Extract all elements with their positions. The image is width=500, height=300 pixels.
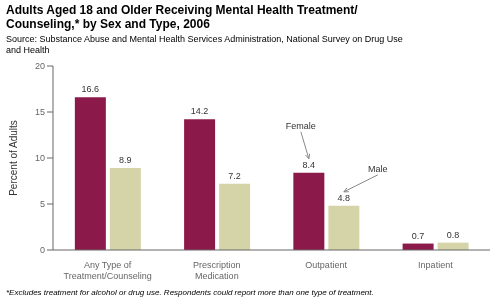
svg-text:0.7: 0.7 bbox=[412, 231, 425, 241]
svg-text:Any Type ofTreatment/Counselin: Any Type ofTreatment/Counseling bbox=[64, 260, 152, 281]
svg-text:Male: Male bbox=[368, 164, 388, 174]
svg-text:16.6: 16.6 bbox=[82, 84, 100, 94]
svg-text:7.2: 7.2 bbox=[228, 171, 241, 181]
svg-text:5: 5 bbox=[40, 199, 45, 209]
svg-text:0: 0 bbox=[40, 245, 45, 255]
html-text:Counseling,* by Sex and Type,: Counseling,* by Sex and Type, 2006 bbox=[6, 17, 210, 31]
svg-text:20: 20 bbox=[35, 61, 45, 71]
svg-text:15: 15 bbox=[35, 107, 45, 117]
svg-text:10: 10 bbox=[35, 153, 45, 163]
svg-text:Percent of Adults: Percent of Adults bbox=[8, 120, 19, 196]
html-text:and Health: and Health bbox=[6, 45, 50, 55]
svg-text:Inpatient: Inpatient bbox=[418, 260, 453, 270]
html-text:*Excludes treatment for alcoho: *Excludes treatment for alcohol or drug … bbox=[6, 288, 374, 297]
svg-text:0.8: 0.8 bbox=[447, 230, 460, 240]
html-text:Source: Substance Abuse and Me: Source: Substance Abuse and Mental Healt… bbox=[6, 34, 403, 44]
svg-text:PrescriptionMedication: PrescriptionMedication bbox=[193, 260, 241, 281]
svg-text:14.2: 14.2 bbox=[191, 106, 209, 116]
svg-text:Outpatient: Outpatient bbox=[305, 260, 347, 270]
svg-text:8.9: 8.9 bbox=[119, 155, 132, 165]
svg-text:8.4: 8.4 bbox=[303, 160, 316, 170]
svg-text:4.8: 4.8 bbox=[338, 193, 351, 203]
svg-text:Female: Female bbox=[286, 121, 316, 131]
html-text:Adults Aged 18 and Older Recei: Adults Aged 18 and Older Receiving Menta… bbox=[6, 3, 358, 17]
